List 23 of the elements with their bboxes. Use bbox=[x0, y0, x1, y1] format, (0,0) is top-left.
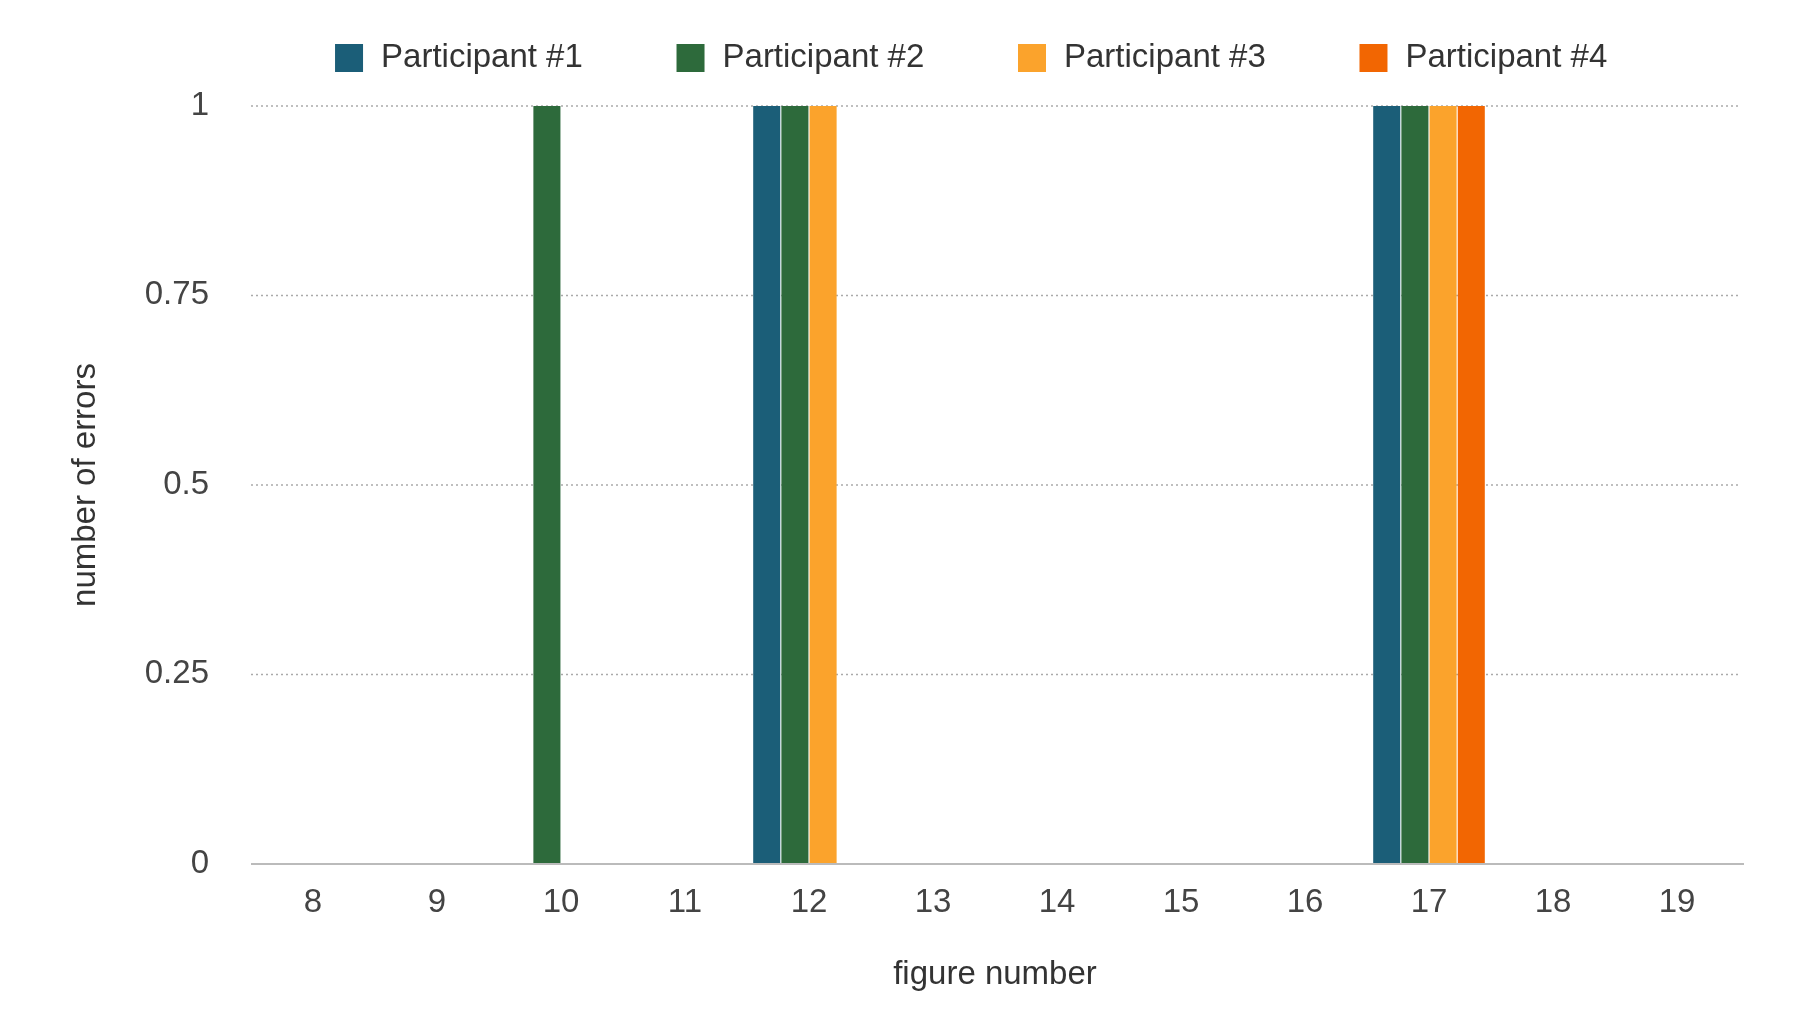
y-tick-label: 0.75 bbox=[144, 274, 209, 312]
x-tick-label: 11 bbox=[667, 882, 703, 919]
x-axis-title: figure number bbox=[893, 954, 1097, 991]
x-tick-label: 12 bbox=[790, 882, 828, 919]
x-tick-label: 14 bbox=[1038, 882, 1076, 919]
legend-label: Participant #4 bbox=[1405, 36, 1608, 74]
y-tick-label: 0.25 bbox=[144, 653, 209, 691]
y-tick-label: 0 bbox=[190, 842, 209, 880]
x-tick-label: 17 bbox=[1410, 882, 1448, 919]
x-tick-label: 16 bbox=[1286, 882, 1324, 919]
x-tick-label: 18 bbox=[1534, 882, 1572, 919]
x-tick-label: 13 bbox=[914, 882, 952, 919]
x-tick-label: 9 bbox=[427, 882, 447, 919]
x-tick-label: 19 bbox=[1658, 882, 1696, 919]
x-tick-label: 8 bbox=[303, 882, 323, 919]
y-tick-label: 0.5 bbox=[163, 463, 209, 501]
x-tick-label: 10 bbox=[542, 882, 580, 919]
y-tick-label: 1 bbox=[190, 84, 209, 122]
x-tick-label: 15 bbox=[1162, 882, 1200, 919]
legend-label: Participant #3 bbox=[1064, 36, 1266, 74]
y-axis-title: number of errors bbox=[65, 363, 102, 607]
legend-label: Participant #1 bbox=[381, 36, 583, 74]
legend-label: Participant #2 bbox=[722, 36, 925, 74]
